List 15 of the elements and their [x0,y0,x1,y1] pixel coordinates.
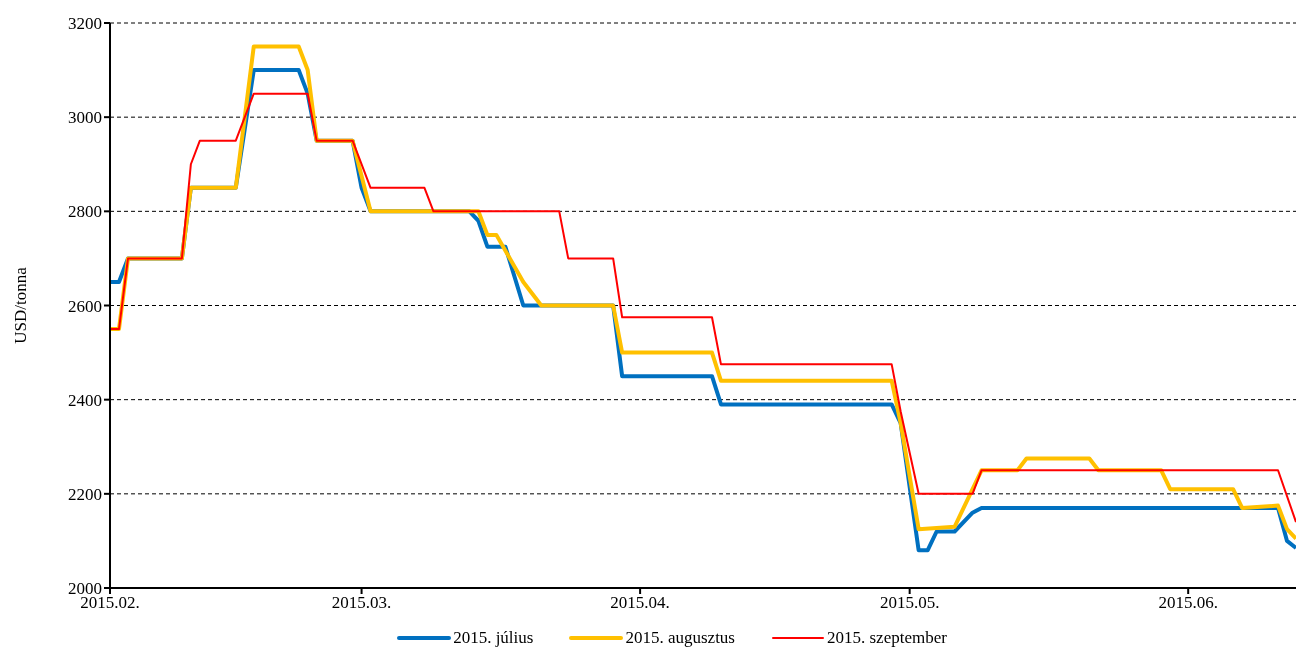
y-tick-label: 3200 [68,14,102,34]
legend-label: 2015. augusztus [625,628,735,648]
x-tick-label: 2015.03. [331,593,392,613]
x-tick-label: 2015.04. [610,593,670,613]
legend-label: 2015. július [453,628,534,648]
x-tick-label: 2015.06. [1158,593,1218,613]
legend-label: 2015. szeptember [826,628,947,648]
y-tick-label: 2200 [68,484,102,504]
y-tick-label: 3000 [68,108,102,128]
y-tick-label: 2600 [68,296,102,316]
y-tick-label: 2800 [68,202,102,222]
x-tick-label: 2015.05. [879,593,940,613]
y-axis-title: USD/tonna [11,266,31,344]
y-tick-label: 2400 [68,390,102,410]
x-tick-label: 2015.02. [80,593,140,613]
